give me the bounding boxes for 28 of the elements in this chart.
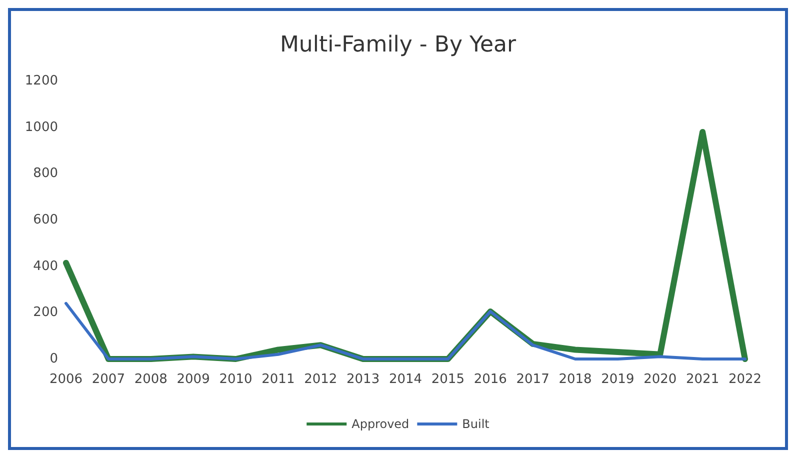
chart-title: Multi-Family - By Year <box>280 32 518 58</box>
y-tick-label: 1200 <box>24 74 58 88</box>
x-tick-label: 2013 <box>346 372 380 387</box>
x-tick-label: 2020 <box>644 372 677 387</box>
x-tick-label: 2008 <box>134 372 168 387</box>
x-tick-label: 2015 <box>431 372 464 387</box>
x-tick-label: 2006 <box>49 372 83 387</box>
y-tick-label: 0 <box>50 352 58 366</box>
x-tick-label: 2017 <box>516 372 550 387</box>
x-tick-label: 2009 <box>176 372 210 387</box>
y-tick-label: 1000 <box>24 120 58 135</box>
y-tick-label: 200 <box>33 305 58 320</box>
x-tick-label: 2011 <box>262 372 295 387</box>
x-tick-label: 2016 <box>474 372 507 387</box>
x-tick-label: 2010 <box>219 372 252 387</box>
x-tick-label: 2019 <box>601 372 634 387</box>
x-tick-label: 2014 <box>388 372 422 387</box>
x-tick-label: 2012 <box>304 372 338 387</box>
x-tick-label: 2021 <box>686 372 720 387</box>
x-tick-label: 2007 <box>92 372 125 387</box>
x-tick-label: 2018 <box>558 372 592 387</box>
y-tick-label: 800 <box>33 166 58 182</box>
legend-label: Approved <box>352 417 410 431</box>
y-tick-label: 400 <box>33 258 58 274</box>
y-tick-label: 600 <box>33 212 58 228</box>
legend-label: Built <box>462 417 490 431</box>
line-series <box>64 302 746 360</box>
x-tick-label: 2022 <box>728 372 762 387</box>
